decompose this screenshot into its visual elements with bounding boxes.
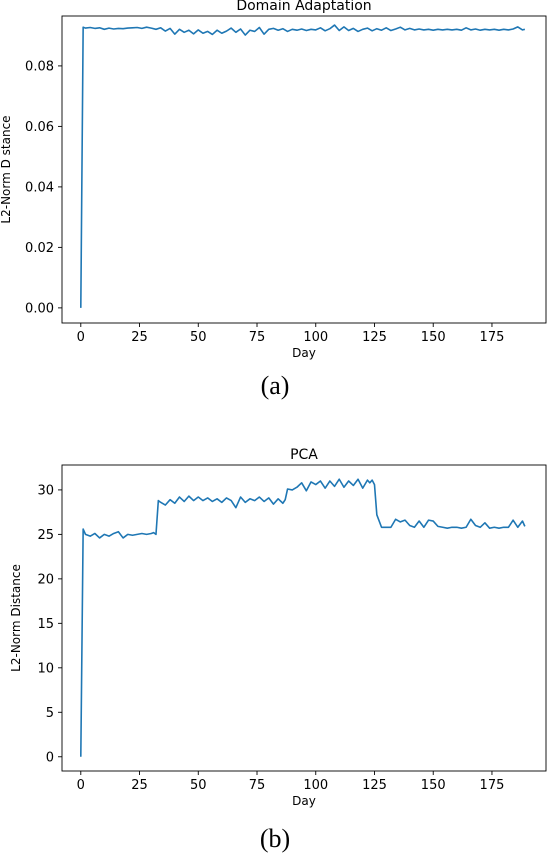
y-axis-label: L2-Norm D stance	[0, 115, 13, 223]
figure-caption-a: (a)	[260, 371, 290, 400]
x-tick-label: 100	[303, 778, 328, 793]
x-tick-label: 150	[421, 778, 446, 793]
figure-panel-a: Domain Adaptation 0 25 50 75 100 125 150 175 0.00…	[0, 0, 547, 400]
y-tick-label: 25	[37, 528, 54, 543]
x-axis-label: Day	[292, 794, 316, 808]
y-axis-label: L2-Norm Distance	[9, 564, 23, 672]
x-tick-label: 25	[131, 330, 148, 345]
y-tick-label: 30	[37, 483, 54, 498]
y-tick-label: 5	[46, 706, 54, 721]
chart-title: PCA	[290, 447, 318, 463]
y-tick-label: 0	[46, 750, 54, 765]
chart-pca: PCA 0 25 50 75 100 125 150 175 0 5 10 15 20 25 30 Day L2-…	[9, 447, 547, 808]
y-tick-label: 20	[37, 572, 54, 587]
plot-frame	[61, 15, 547, 324]
y-tick-label: 0.02	[25, 241, 54, 256]
x-tick-label: 125	[362, 330, 387, 345]
x-tick-label: 0	[77, 778, 85, 793]
y-tick-label: 0.04	[25, 180, 54, 195]
x-tick-label: 0	[77, 330, 85, 345]
x-tick-label: 175	[480, 778, 505, 793]
x-tick-label: 75	[249, 778, 266, 793]
y-tick-label: 0.00	[25, 301, 54, 316]
x-tick-label: 175	[480, 330, 505, 345]
x-tick-label: 150	[421, 330, 446, 345]
x-tick-label: 25	[131, 778, 148, 793]
x-tick-label: 50	[190, 778, 207, 793]
x-tick-label: 100	[303, 330, 328, 345]
x-tick-label: 75	[249, 330, 266, 345]
x-tick-label: 125	[362, 778, 387, 793]
plot-frame	[61, 464, 547, 772]
y-tick-label: 0.08	[25, 59, 54, 74]
x-axis-label: Day	[292, 346, 316, 360]
y-tick-label: 15	[37, 617, 54, 632]
y-tick-label: 10	[37, 661, 54, 676]
series-line	[80, 24, 526, 308]
chart-title: Domain Adaptation	[236, 0, 371, 14]
y-tick-label: 0.06	[25, 120, 54, 135]
figure-panel-b: PCA 0 25 50 75 100 125 150 175 0 5 10 15 20 25 30 Day L2-…	[0, 427, 550, 854]
x-tick-label: 50	[190, 330, 207, 345]
chart-domain-adaptation: Domain Adaptation 0 25 50 75 100 125 150 175 0.00…	[0, 0, 547, 360]
series-line	[80, 478, 526, 757]
figure-caption-b: (b)	[259, 824, 291, 853]
